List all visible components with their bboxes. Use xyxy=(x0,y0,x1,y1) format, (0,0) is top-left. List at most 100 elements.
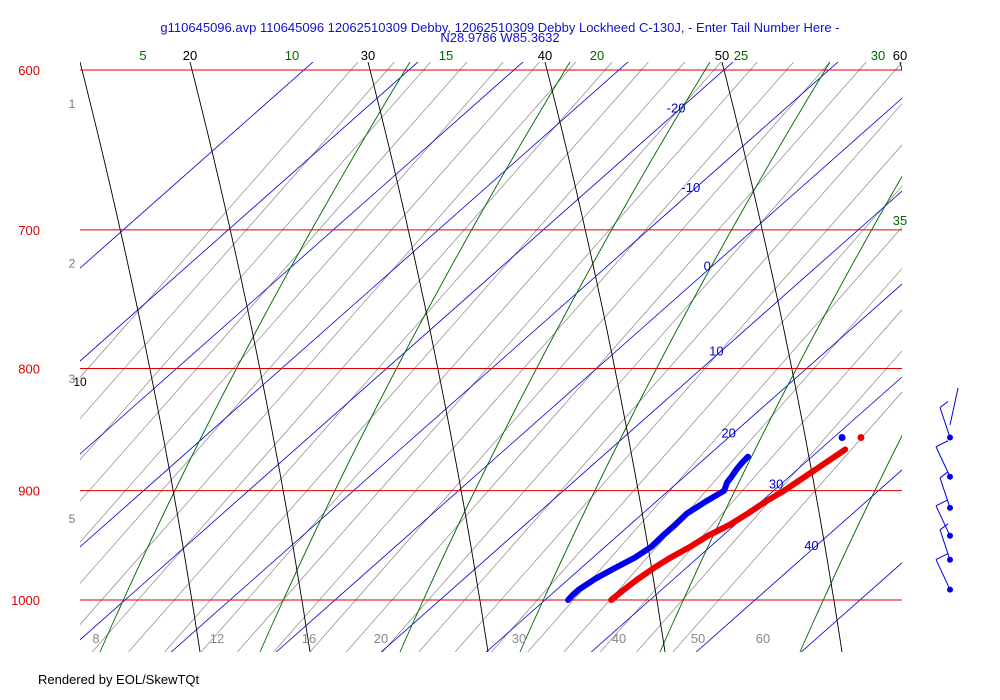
mixing-ratio-line xyxy=(491,185,902,652)
height-tick-label: 1 xyxy=(69,97,76,111)
mixing-ratio-line xyxy=(309,62,831,652)
mixing-ratio-line xyxy=(80,62,359,378)
dry-adiabat-line xyxy=(721,62,843,652)
isotherm-line xyxy=(80,62,524,455)
pressure-tick-label: 900 xyxy=(18,484,40,499)
wind-barb-staff xyxy=(935,559,951,590)
moist-adiabat-label: 30 xyxy=(871,48,885,63)
mixing-ratio-line xyxy=(527,226,902,652)
wind-barb-staff xyxy=(939,407,951,438)
isotherm-tick-label: 20 xyxy=(721,425,735,440)
wind-barb-flag xyxy=(939,401,949,408)
mixing-ratio-line xyxy=(128,62,649,652)
dry-adiabat-line xyxy=(899,62,902,72)
isotherm-line xyxy=(80,62,419,362)
mixing-ratio-line xyxy=(80,62,577,626)
isotherm-tick-label: 30 xyxy=(769,476,783,491)
moist-adiabat-line xyxy=(519,62,831,652)
mixing-ratio-line xyxy=(418,103,902,652)
mixing-ratio-line xyxy=(273,62,794,652)
moist-adiabat-line xyxy=(99,62,411,652)
mixing-ratio-label: 60 xyxy=(756,631,770,646)
moist-adiabat-line xyxy=(659,175,902,652)
isotherm-line xyxy=(275,97,902,652)
isotherm-tick-label: 10 xyxy=(709,343,723,358)
moist-adiabat-label: 10 xyxy=(285,48,299,63)
chart-location: N28.9786 W85.3632 xyxy=(440,30,559,45)
isotherm-tick-label: -20 xyxy=(667,100,686,115)
isotherm-line xyxy=(800,562,902,652)
mixing-ratio-label: 50 xyxy=(691,631,705,646)
mixing-ratio-line xyxy=(80,62,395,420)
isotherm-tick-label: 0 xyxy=(704,259,711,274)
pressure-tick-label: 700 xyxy=(18,223,40,238)
mixing-ratio-label: 12 xyxy=(210,631,224,646)
moist-adiabat-line xyxy=(399,62,711,652)
wind-barb-flag xyxy=(939,523,949,531)
dry-adiabat-label: 20 xyxy=(183,48,197,63)
isotherm-line xyxy=(80,62,734,641)
mixing-ratio-line xyxy=(80,62,504,543)
moist-adiabat-line xyxy=(920,62,1000,652)
mixing-ratio-line xyxy=(91,62,613,652)
dry-adiabat-line xyxy=(80,62,201,652)
mixing-ratio-line xyxy=(636,350,902,652)
mixing-ratio-line xyxy=(382,62,902,652)
mixing-ratio-label: 40 xyxy=(612,631,626,646)
mixing-ratio-label: 8 xyxy=(92,631,99,646)
moist-adiabat-label: 35 xyxy=(893,213,907,228)
isotherm-line xyxy=(80,62,629,548)
isotherm-tick-label: 40 xyxy=(804,538,818,553)
dry-adiabat-label: 50 xyxy=(715,48,729,63)
isotherm-line xyxy=(170,62,839,652)
isotherm-line xyxy=(485,283,902,652)
height-tick-label: 2 xyxy=(69,256,76,270)
wind-barb-flag xyxy=(935,440,949,448)
wind-barb-staff xyxy=(949,387,959,426)
moist-adiabat-label: 20 xyxy=(590,48,604,63)
temperature-profile xyxy=(608,446,849,603)
isotherm-tick-label: -10 xyxy=(681,180,700,195)
mixing-ratio-line xyxy=(672,391,902,652)
moist-adiabat-label: 25 xyxy=(734,48,748,63)
mixing-ratio-line xyxy=(164,62,685,652)
chart-title: g110645096.avp 110645096 12062510309 Deb… xyxy=(160,20,839,35)
dry-adiabat-line xyxy=(544,62,666,652)
surface-point xyxy=(838,433,846,441)
moist-adiabat-label: 5 xyxy=(139,48,146,63)
wind-barbs xyxy=(935,387,959,593)
credit-text: Rendered by EOL/SkewTQt xyxy=(38,672,200,687)
mixing-ratio-line xyxy=(563,267,902,652)
pressure-tick-label: 1000 xyxy=(11,593,40,608)
moist-adiabat-label: 15 xyxy=(439,48,453,63)
pressure-tick-label: 600 xyxy=(18,63,40,78)
mixing-ratio-label: 16 xyxy=(302,631,316,646)
wind-barb-staff xyxy=(935,505,951,537)
wind-barb-flag xyxy=(935,499,949,507)
dry-adiabat-label: 40 xyxy=(538,48,552,63)
surface-point xyxy=(857,433,865,441)
wind-barb-staff xyxy=(939,529,951,560)
dry-adiabat-line xyxy=(367,62,489,652)
mixing-ratio-label: 20 xyxy=(374,631,388,646)
mixing-ratio-line xyxy=(80,62,540,584)
mixing-ratio-line xyxy=(80,62,431,461)
height-tick-label: 3 xyxy=(69,372,76,386)
mixing-ratio-line xyxy=(345,62,867,652)
dry-adiabat-label: 60 xyxy=(893,48,907,63)
mixing-ratio-line xyxy=(80,62,468,502)
pressure-tick-label: 800 xyxy=(18,361,40,376)
wind-barb-flag xyxy=(935,553,949,561)
sounding-profiles xyxy=(565,433,865,603)
moist-adiabat-line xyxy=(799,434,902,652)
mixing-ratio-line xyxy=(200,62,722,652)
isotherm-line xyxy=(695,469,902,652)
mixing-ratio-line xyxy=(237,62,758,652)
height-tick-label: 5 xyxy=(69,512,76,526)
isotherm-line xyxy=(80,62,314,269)
mixing-ratio-label: 30 xyxy=(512,631,526,646)
dewpoint-profile xyxy=(565,453,751,603)
moist-adiabat-line xyxy=(259,62,571,652)
